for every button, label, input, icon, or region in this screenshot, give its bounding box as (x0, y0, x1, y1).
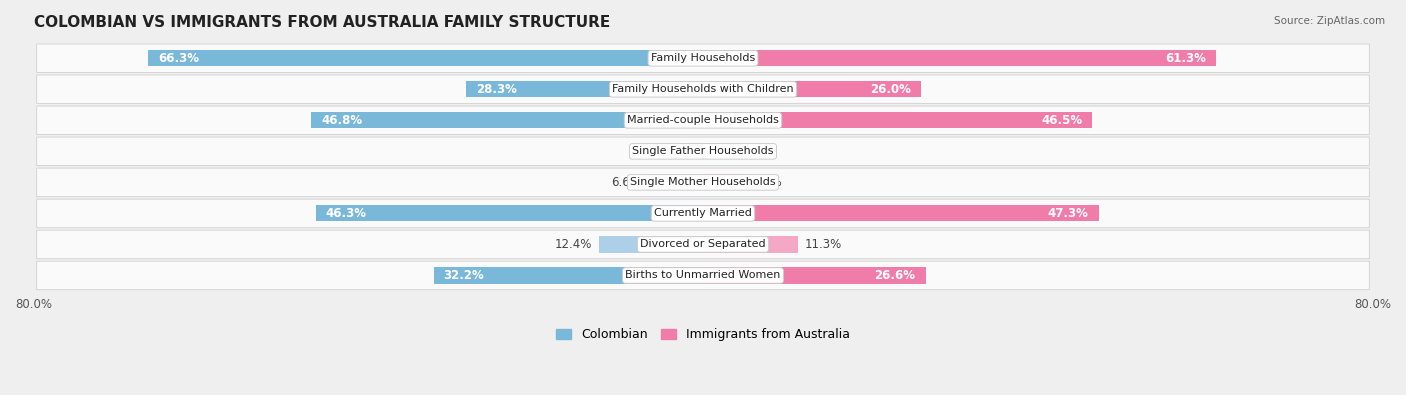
Text: Single Father Households: Single Father Households (633, 147, 773, 156)
FancyBboxPatch shape (37, 261, 1369, 290)
Text: 32.2%: 32.2% (443, 269, 484, 282)
Text: 5.1%: 5.1% (752, 176, 782, 189)
FancyBboxPatch shape (37, 75, 1369, 103)
Text: 61.3%: 61.3% (1166, 52, 1206, 65)
Bar (648, 174, 703, 190)
FancyBboxPatch shape (37, 199, 1369, 228)
Text: 66.3%: 66.3% (159, 52, 200, 65)
Text: 12.4%: 12.4% (555, 238, 592, 251)
Text: Family Households with Children: Family Households with Children (612, 84, 794, 94)
Bar (683, 143, 703, 160)
Bar (433, 267, 703, 284)
Text: Family Households: Family Households (651, 53, 755, 63)
Text: 26.0%: 26.0% (870, 83, 911, 96)
Text: Source: ZipAtlas.com: Source: ZipAtlas.com (1274, 16, 1385, 26)
Legend: Colombian, Immigrants from Australia: Colombian, Immigrants from Australia (551, 323, 855, 346)
Text: 2.0%: 2.0% (727, 145, 756, 158)
Text: Married-couple Households: Married-couple Households (627, 115, 779, 125)
Bar (703, 143, 720, 160)
Bar (148, 50, 703, 66)
Text: 26.6%: 26.6% (875, 269, 915, 282)
Text: 46.8%: 46.8% (322, 114, 363, 127)
FancyBboxPatch shape (37, 106, 1369, 135)
Bar (703, 205, 1099, 222)
Bar (599, 236, 703, 252)
Text: 6.6%: 6.6% (612, 176, 641, 189)
FancyBboxPatch shape (37, 137, 1369, 166)
FancyBboxPatch shape (37, 168, 1369, 197)
Bar (703, 50, 1216, 66)
Bar (467, 81, 703, 98)
Text: 46.5%: 46.5% (1040, 114, 1083, 127)
FancyBboxPatch shape (37, 44, 1369, 73)
Bar (703, 112, 1092, 128)
Text: Currently Married: Currently Married (654, 209, 752, 218)
Bar (315, 205, 703, 222)
Text: 28.3%: 28.3% (477, 83, 517, 96)
Text: 46.3%: 46.3% (326, 207, 367, 220)
Bar (703, 81, 921, 98)
Text: Divorced or Separated: Divorced or Separated (640, 239, 766, 249)
Bar (703, 174, 745, 190)
Bar (311, 112, 703, 128)
Text: 2.3%: 2.3% (647, 145, 678, 158)
Text: COLOMBIAN VS IMMIGRANTS FROM AUSTRALIA FAMILY STRUCTURE: COLOMBIAN VS IMMIGRANTS FROM AUSTRALIA F… (34, 15, 610, 30)
Text: Births to Unmarried Women: Births to Unmarried Women (626, 271, 780, 280)
Text: Single Mother Households: Single Mother Households (630, 177, 776, 187)
Text: 11.3%: 11.3% (804, 238, 842, 251)
Text: 47.3%: 47.3% (1047, 207, 1088, 220)
Bar (703, 267, 925, 284)
FancyBboxPatch shape (37, 230, 1369, 259)
Bar (703, 236, 797, 252)
